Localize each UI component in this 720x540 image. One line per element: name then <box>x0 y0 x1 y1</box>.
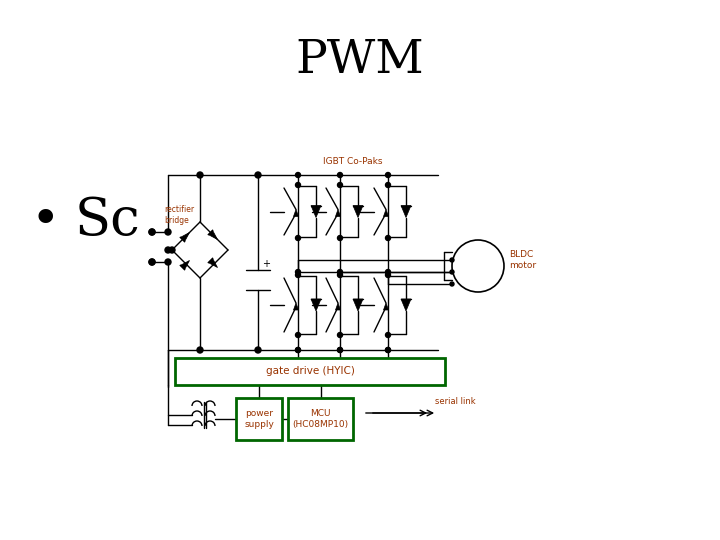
Text: MCU
(HC08MP10): MCU (HC08MP10) <box>292 409 348 429</box>
Circle shape <box>295 235 300 240</box>
Circle shape <box>385 348 390 353</box>
Circle shape <box>295 269 300 274</box>
Circle shape <box>338 269 343 274</box>
Circle shape <box>169 247 175 253</box>
Polygon shape <box>336 210 341 217</box>
Circle shape <box>450 270 454 274</box>
Circle shape <box>255 172 261 178</box>
Text: rectifier
bridge: rectifier bridge <box>164 205 194 225</box>
Polygon shape <box>311 299 321 311</box>
Circle shape <box>338 348 343 353</box>
Text: IGBT Co-Paks: IGBT Co-Paks <box>323 158 383 166</box>
Circle shape <box>295 333 300 338</box>
Text: PWM: PWM <box>296 37 424 83</box>
Bar <box>288 398 353 440</box>
Circle shape <box>295 348 300 353</box>
Circle shape <box>197 172 203 178</box>
Text: Sc: Sc <box>75 194 140 246</box>
Polygon shape <box>384 210 389 217</box>
Text: •: • <box>30 196 60 244</box>
Circle shape <box>338 172 343 178</box>
Polygon shape <box>353 206 363 218</box>
Circle shape <box>338 333 343 338</box>
Circle shape <box>197 347 203 353</box>
Polygon shape <box>401 299 411 311</box>
Text: gate drive (HYIC): gate drive (HYIC) <box>266 367 354 376</box>
Polygon shape <box>311 206 321 218</box>
Circle shape <box>338 348 343 353</box>
Circle shape <box>149 229 155 235</box>
Circle shape <box>338 235 343 240</box>
Circle shape <box>255 347 261 353</box>
Circle shape <box>385 273 390 278</box>
Circle shape <box>385 172 390 178</box>
Bar <box>236 398 282 440</box>
Polygon shape <box>208 231 217 240</box>
Circle shape <box>338 183 343 187</box>
Circle shape <box>385 235 390 240</box>
Polygon shape <box>353 299 363 311</box>
Polygon shape <box>294 210 299 217</box>
Polygon shape <box>180 260 189 269</box>
Circle shape <box>165 247 171 253</box>
Text: serial link: serial link <box>435 397 476 407</box>
Text: BLDC
motor: BLDC motor <box>509 251 536 269</box>
Circle shape <box>338 273 343 278</box>
Circle shape <box>295 348 300 353</box>
Polygon shape <box>336 303 341 310</box>
Circle shape <box>450 258 454 262</box>
Circle shape <box>149 229 155 235</box>
Polygon shape <box>208 258 217 267</box>
Circle shape <box>450 282 454 286</box>
Polygon shape <box>180 232 189 242</box>
Circle shape <box>149 259 155 265</box>
Circle shape <box>165 229 171 235</box>
Circle shape <box>149 259 155 265</box>
Polygon shape <box>384 303 389 310</box>
Polygon shape <box>401 206 411 218</box>
Circle shape <box>165 259 171 265</box>
Circle shape <box>385 333 390 338</box>
Circle shape <box>295 183 300 187</box>
Circle shape <box>385 269 390 274</box>
Text: power
supply: power supply <box>244 409 274 429</box>
Circle shape <box>295 273 300 278</box>
Text: +: + <box>262 259 270 269</box>
Circle shape <box>385 183 390 187</box>
Polygon shape <box>294 303 299 310</box>
Bar <box>175 358 445 385</box>
Circle shape <box>295 172 300 178</box>
Circle shape <box>385 348 390 353</box>
